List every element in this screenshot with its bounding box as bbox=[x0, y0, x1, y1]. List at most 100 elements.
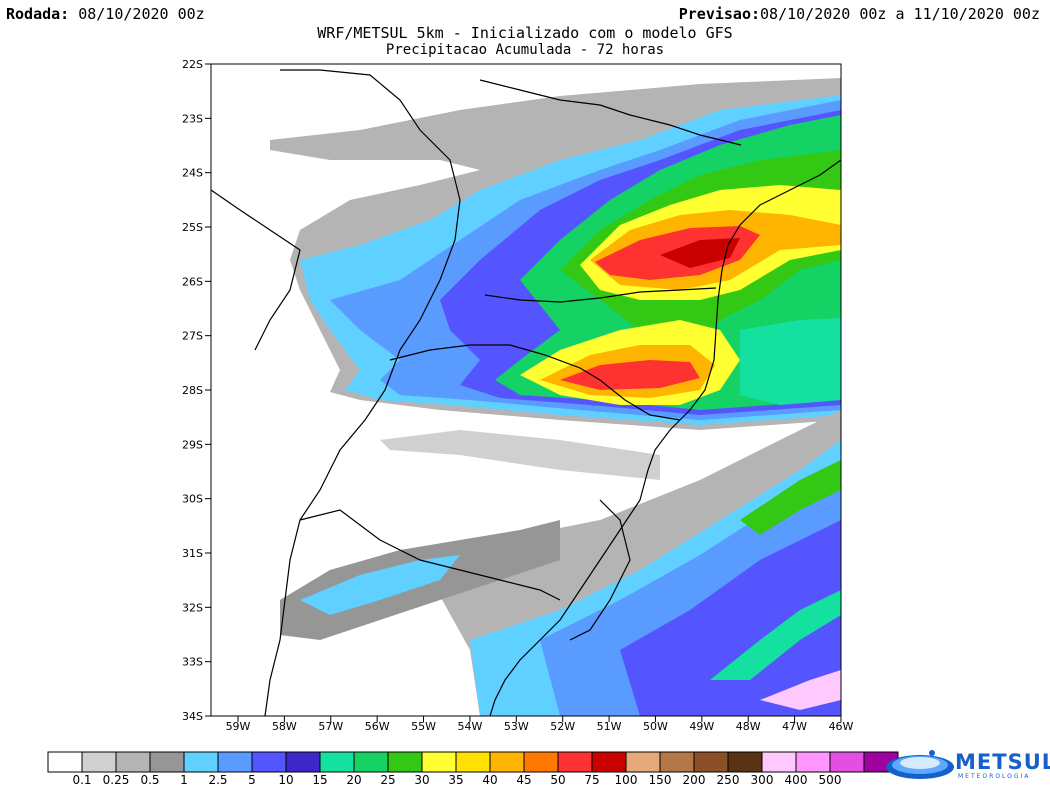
colorbar-swatch bbox=[353, 751, 389, 773]
colorbar-swatch bbox=[693, 751, 729, 773]
colorbar-label: 0.1 bbox=[72, 773, 91, 787]
colorbar-label: 35 bbox=[448, 773, 463, 787]
rain-area-se-green-2 bbox=[710, 590, 841, 680]
map-subtitle: Precipitacao Acumulada - 72 horas bbox=[385, 42, 665, 58]
colorbar-swatch bbox=[659, 751, 695, 773]
colorbar-swatch bbox=[183, 751, 219, 773]
rodada-label: Rodada: 08/10/2020 00z bbox=[6, 5, 205, 23]
colorbar-swatch bbox=[115, 751, 151, 773]
lon-tick-label: 58W bbox=[272, 720, 297, 733]
colorbar-label: 100 bbox=[615, 773, 638, 787]
boundaries bbox=[211, 69, 841, 716]
colorbar-swatch bbox=[251, 751, 287, 773]
lon-tick-label: 54W bbox=[457, 720, 482, 733]
lon-tick-label: 52W bbox=[550, 720, 575, 733]
colorbar-label: 10 bbox=[278, 773, 293, 787]
border-argentina bbox=[264, 69, 461, 716]
colorbar-swatch bbox=[523, 751, 559, 773]
colorbar-swatch bbox=[557, 751, 593, 773]
previsao-label: Previsao:08/10/2020 00z a 11/10/2020 00z bbox=[678, 5, 1040, 23]
colorbar-swatch bbox=[455, 751, 491, 773]
colorbar-swatch bbox=[387, 751, 423, 773]
lon-tick-label: 46W bbox=[829, 720, 854, 733]
colorbar-label: 200 bbox=[683, 773, 706, 787]
colorbar-label: 300 bbox=[751, 773, 774, 787]
colorbar-swatch bbox=[47, 751, 83, 773]
lat-tick-label: 22S bbox=[182, 58, 203, 71]
colorbar-label: 500 bbox=[819, 773, 842, 787]
rain-area-se-pink bbox=[760, 670, 841, 710]
colorbar-swatch bbox=[149, 751, 185, 773]
lon-tick-label: 55W bbox=[411, 720, 436, 733]
lat-tick-label: 32S bbox=[182, 601, 203, 614]
map-title: WRF/METSUL 5km - Inicializado com o mode… bbox=[317, 24, 733, 42]
colorbar-swatch bbox=[81, 751, 117, 773]
colorbar-swatch bbox=[727, 751, 763, 773]
colorbar-swatch bbox=[285, 751, 321, 773]
lat-tick-label: 25S bbox=[182, 221, 203, 234]
colorbar-label: 0.5 bbox=[140, 773, 159, 787]
lat-tick-label: 23S bbox=[182, 112, 203, 125]
colorbar-swatch bbox=[761, 751, 797, 773]
lat-tick-label: 34S bbox=[182, 710, 203, 723]
colorbar-swatch bbox=[795, 751, 831, 773]
state-border-pr-sc bbox=[484, 287, 717, 303]
metsul-logo: METSUL bbox=[955, 750, 1050, 774]
metsul-logo-subtitle: METEOROLOGIA bbox=[958, 773, 1031, 780]
colorbar-label: 20 bbox=[346, 773, 361, 787]
colorbar-label: 75 bbox=[584, 773, 599, 787]
lon-tick-label: 59W bbox=[226, 720, 251, 733]
state-border-sc-rs bbox=[389, 344, 681, 421]
lat-tick-label: 30S bbox=[182, 493, 203, 506]
lat-tick-label: 27S bbox=[182, 330, 203, 343]
lat-tick-label: 26S bbox=[182, 275, 203, 288]
colorbar-label: 40 bbox=[482, 773, 497, 787]
colorbar-swatch bbox=[829, 751, 865, 773]
lat-tick-label: 31S bbox=[182, 547, 203, 560]
longitude-axis: 59W 58W 57W 56W 55W 54W 53W 52W 51W 50W 49W 48W 47W 4… bbox=[226, 716, 854, 733]
rain-area-sw-cyan bbox=[300, 555, 460, 615]
lat-tick-label: 28S bbox=[182, 384, 203, 397]
lat-tick-label: 24S bbox=[182, 167, 203, 180]
colorbar-swatch bbox=[489, 751, 525, 773]
colorbar-label: 150 bbox=[649, 773, 672, 787]
colorbar-label: 250 bbox=[717, 773, 740, 787]
colorbar-swatch bbox=[319, 751, 355, 773]
lon-tick-label: 57W bbox=[318, 720, 343, 733]
border-uruguay bbox=[299, 509, 561, 601]
coastline bbox=[489, 159, 841, 716]
rain-area-green-east bbox=[740, 318, 841, 405]
lon-tick-label: 56W bbox=[365, 720, 390, 733]
metsul-logo-icon bbox=[886, 750, 954, 779]
colorbar-swatch bbox=[591, 751, 627, 773]
border-paraguay bbox=[211, 189, 301, 351]
rain-area-red-2 bbox=[560, 360, 700, 390]
lon-tick-label: 51W bbox=[597, 720, 622, 733]
colorbar-label: 0.25 bbox=[103, 773, 130, 787]
colorbar-label: 5 bbox=[248, 773, 256, 787]
lon-tick-label: 49W bbox=[689, 720, 714, 733]
lon-tick-label: 47W bbox=[782, 720, 807, 733]
rain-area-se-deepblue bbox=[620, 520, 841, 716]
lon-tick-label: 48W bbox=[736, 720, 761, 733]
lagoa-dos-patos bbox=[569, 499, 631, 641]
colorbar-swatch bbox=[421, 751, 457, 773]
colorbar-label: 45 bbox=[516, 773, 531, 787]
colorbar-label: 1 bbox=[180, 773, 188, 787]
lat-tick-label: 29S bbox=[182, 438, 203, 451]
colorbar-label: 2.5 bbox=[208, 773, 227, 787]
precipitation-field bbox=[270, 78, 841, 716]
colorbar-label: 30 bbox=[414, 773, 429, 787]
rain-area-se-green bbox=[740, 460, 841, 535]
lon-tick-label: 53W bbox=[504, 720, 529, 733]
rain-area-mid-gray bbox=[380, 430, 660, 480]
rain-area-darkred bbox=[660, 238, 740, 268]
colorbar-label: 400 bbox=[785, 773, 808, 787]
colorbar-swatch bbox=[625, 751, 661, 773]
lat-tick-label: 33S bbox=[182, 656, 203, 669]
colorbar-label: 15 bbox=[312, 773, 327, 787]
colorbar-label: 25 bbox=[380, 773, 395, 787]
colorbar-label: 50 bbox=[550, 773, 565, 787]
